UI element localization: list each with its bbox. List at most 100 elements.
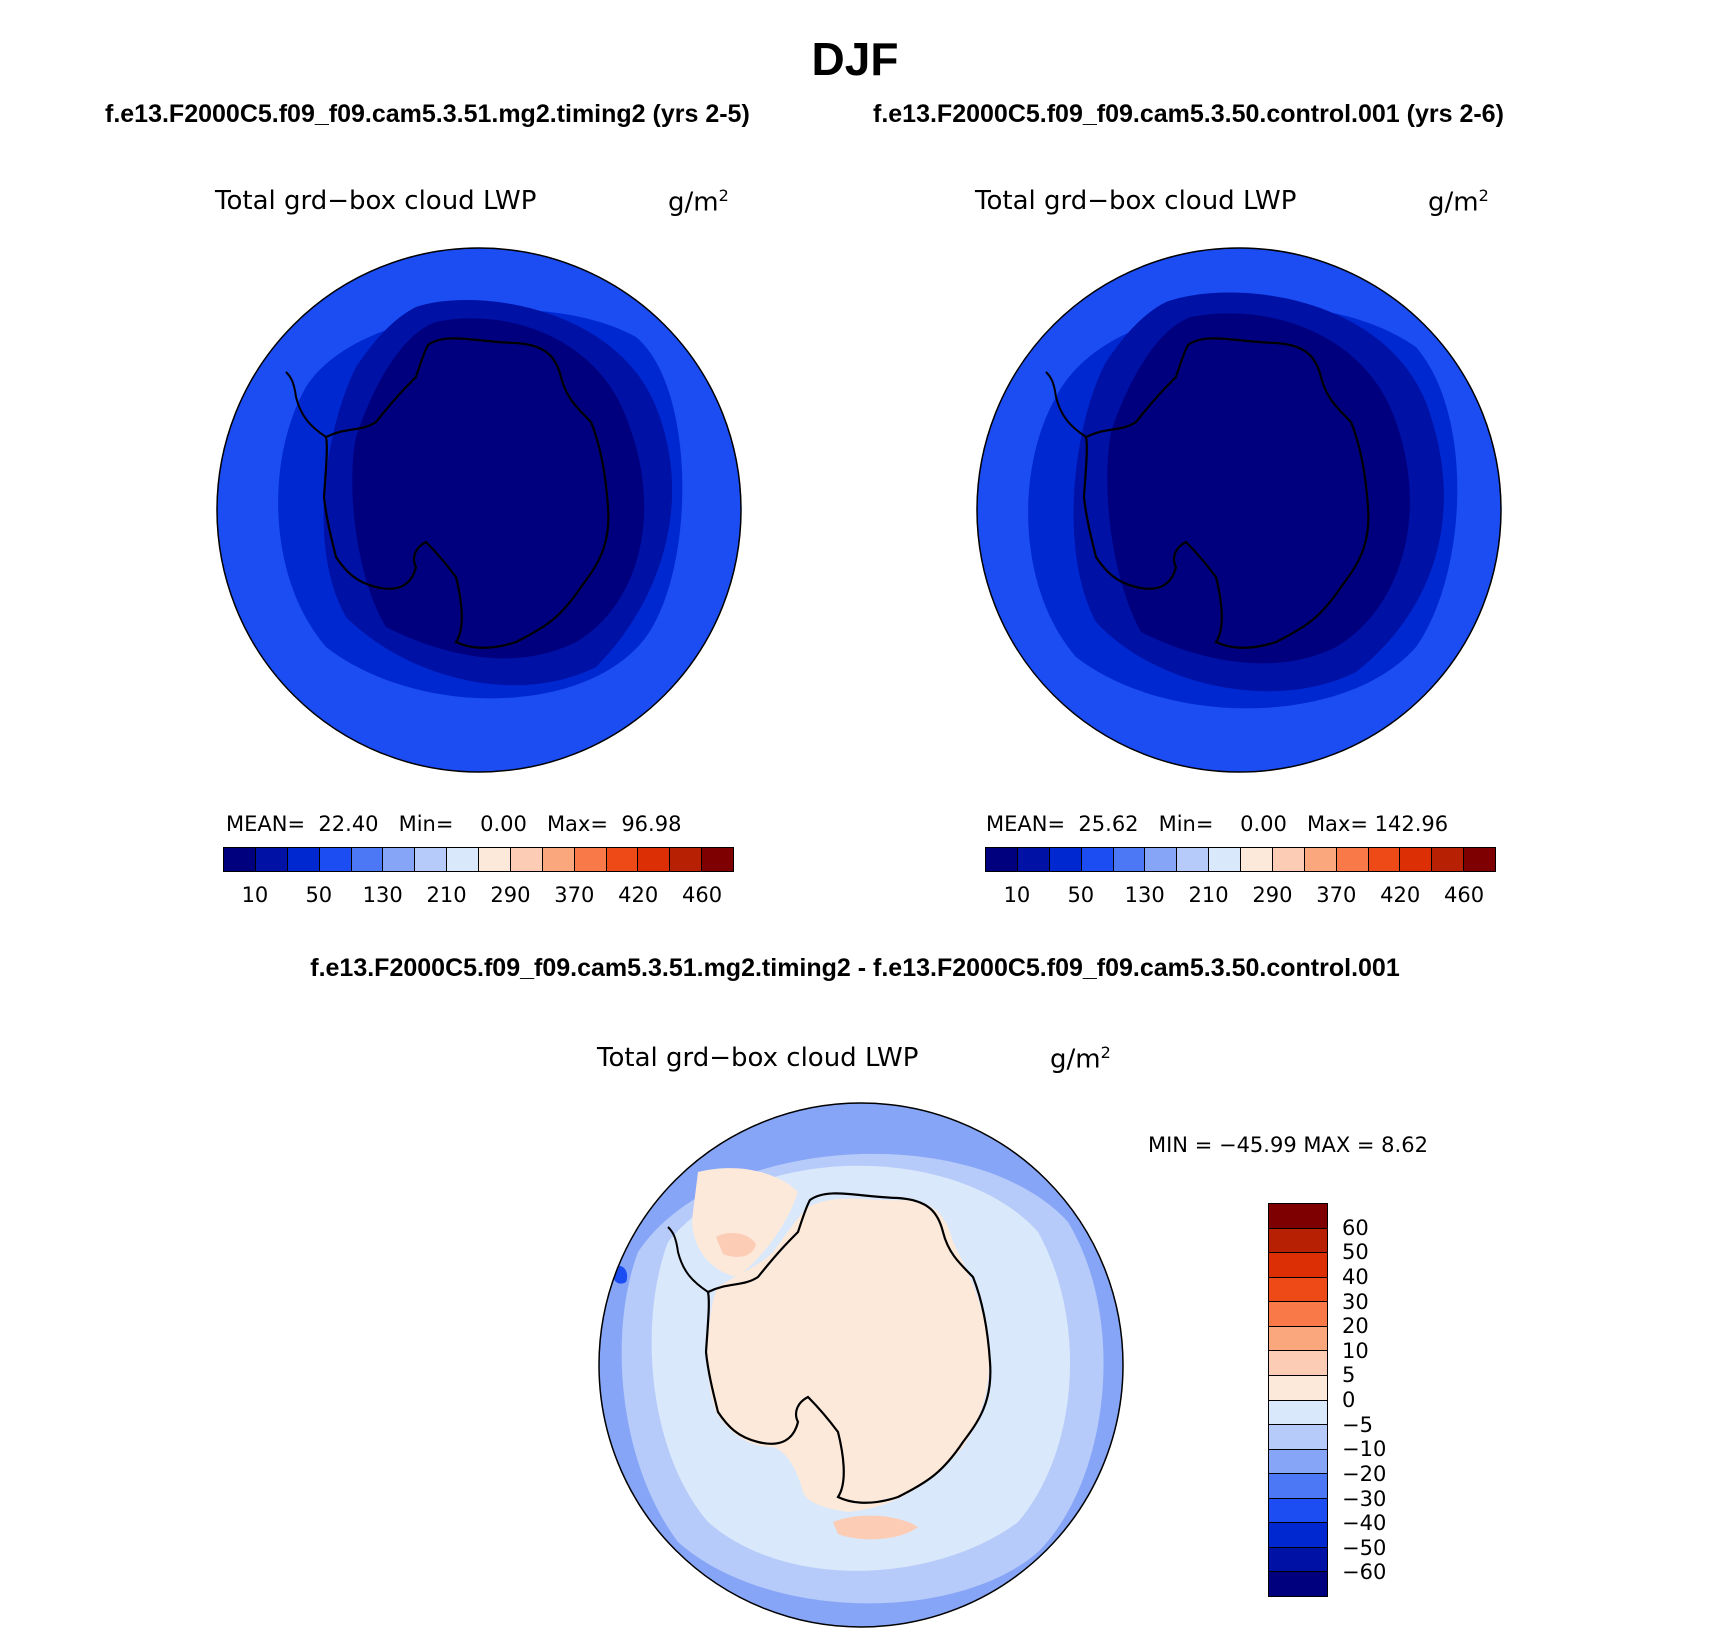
right-colorbar-swatch	[1304, 848, 1337, 871]
diff-colorbar-swatch	[1269, 1474, 1327, 1499]
left-variable-label: Total grd−box cloud LWP	[215, 186, 537, 216]
right-colorbar-swatch	[1081, 848, 1114, 871]
right-case-title: f.e13.F2000C5.f09_f09.cam5.3.50.control.…	[873, 100, 1504, 128]
left-colorbar-swatch	[542, 848, 575, 871]
left-colorbar-tick: 210	[426, 883, 467, 907]
left-colorbar-swatch	[319, 848, 352, 871]
diff-colorbar-tick: 60	[1342, 1215, 1369, 1240]
diff-colorbar-swatch	[1269, 1302, 1327, 1327]
left-stats: MEAN= 22.40 Min= 0.00 Max= 96.98	[226, 812, 682, 836]
left-colorbar-swatch	[479, 848, 511, 871]
left-colorbar-swatch	[383, 848, 416, 871]
left-colorbar-swatch	[351, 848, 384, 871]
right-colorbar-tick: 10	[1003, 883, 1031, 907]
left-colorbar-tick: 420	[618, 883, 659, 907]
diff-colorbar-swatch	[1269, 1523, 1327, 1548]
right-colorbar-swatch	[1368, 848, 1401, 871]
left-colorbar-swatch	[224, 848, 256, 871]
right-stats: MEAN= 25.62 Min= 0.00 Max= 142.96	[986, 812, 1449, 836]
left-colorbar-tick: 10	[241, 883, 269, 907]
right-units-label: g/m2	[1428, 186, 1489, 218]
right-colorbar-tick: 210	[1188, 883, 1229, 907]
right-colorbar-tick: 420	[1380, 883, 1421, 907]
left-colorbar-swatch	[287, 848, 320, 871]
diff-colorbar-swatch	[1269, 1375, 1327, 1401]
left-colorbar-swatch	[415, 848, 448, 871]
right-colorbar-swatch	[1241, 848, 1273, 871]
right-colorbar-swatch	[1145, 848, 1178, 871]
right-colorbar-swatch	[1017, 848, 1050, 871]
diff-positive-patch-2	[833, 1515, 918, 1540]
diff-colorbar-ticks: 60 50 40 30 20 10 5 0 −5 −10 −20 −30 −40 −50 −60	[1338, 1203, 1408, 1597]
right-colorbar-swatch	[1336, 848, 1369, 871]
diff-colorbar-tick: 20	[1342, 1314, 1369, 1339]
diff-colorbar	[1268, 1203, 1328, 1597]
diff-colorbar-swatch	[1269, 1547, 1327, 1573]
right-map-band-4	[1107, 313, 1410, 664]
diff-positive-patch-west	[692, 1168, 798, 1277]
diff-colorbar-swatch	[1269, 1425, 1327, 1450]
left-colorbar-swatch	[255, 848, 288, 871]
left-colorbar-tick: 50	[305, 883, 333, 907]
diff-colorbar-swatch	[1269, 1204, 1327, 1229]
right-colorbar-tick: 290	[1252, 883, 1293, 907]
left-colorbar-tick: 370	[554, 883, 595, 907]
diff-colorbar-tick: 0	[1342, 1388, 1356, 1412]
left-colorbar-swatch	[670, 848, 703, 871]
diff-peninsula-outline	[667, 1226, 709, 1293]
left-map-band-4	[352, 318, 645, 659]
diff-colorbar-swatch	[1269, 1400, 1327, 1426]
diff-colorbar-tick: −10	[1342, 1437, 1387, 1462]
diff-colorbar-swatch	[1269, 1498, 1327, 1524]
left-colorbar-swatch	[606, 848, 639, 871]
diff-colorbar-tick: 5	[1342, 1363, 1356, 1388]
left-colorbar-swatch	[447, 848, 479, 871]
right-colorbar-tick: 130	[1124, 883, 1165, 907]
diff-positive-patch-1	[716, 1232, 756, 1257]
diff-colorbar-tick: −20	[1342, 1461, 1387, 1486]
left-colorbar-swatch	[702, 848, 733, 871]
diff-colorbar-tick: −5	[1342, 1412, 1373, 1437]
diff-colorbar-swatch	[1269, 1449, 1327, 1475]
right-colorbar-swatch	[1209, 848, 1241, 871]
diff-colorbar-tick: −30	[1342, 1486, 1387, 1511]
right-colorbar	[985, 847, 1496, 872]
diff-colorbar-tick: 50	[1342, 1240, 1369, 1265]
diff-variable-label: Total grd−box cloud LWP	[597, 1043, 919, 1073]
diff-colorbar-tick: −40	[1342, 1511, 1387, 1536]
right-variable-label: Total grd−box cloud LWP	[975, 186, 1297, 216]
right-colorbar-swatch	[1432, 848, 1465, 871]
diff-units-label: g/m2	[1050, 1043, 1111, 1075]
diff-colorbar-swatch	[1269, 1228, 1327, 1254]
left-peninsula-outline	[285, 371, 327, 438]
left-colorbar	[223, 847, 734, 872]
right-colorbar-tick: 370	[1316, 883, 1357, 907]
diff-colorbar-swatch	[1269, 1351, 1327, 1376]
diff-polar-map	[598, 1102, 1124, 1628]
left-colorbar-tick: 290	[490, 883, 531, 907]
diff-colorbar-swatch	[1269, 1326, 1327, 1352]
left-colorbar-tick: 460	[682, 883, 723, 907]
diff-colorbar-tick: 40	[1342, 1264, 1369, 1289]
main-title: DJF	[811, 33, 899, 85]
left-colorbar-swatch	[574, 848, 607, 871]
diff-antarctica-fill	[707, 1198, 989, 1512]
right-map-border	[976, 247, 1502, 773]
left-map-border	[216, 247, 742, 773]
right-colorbar-ticks: 10 50 130 210 290 370 420 460	[985, 883, 1496, 913]
diff-minmax: MIN = −45.99 MAX = 8.62	[1148, 1133, 1428, 1157]
left-colorbar-swatch	[638, 848, 671, 871]
diff-colorbar-swatch	[1269, 1253, 1327, 1278]
left-colorbar-ticks: 10 50 130 210 290 370 420 460	[223, 883, 734, 913]
right-colorbar-swatch	[1113, 848, 1146, 871]
left-colorbar-tick: 130	[362, 883, 403, 907]
right-colorbar-swatch	[1400, 848, 1433, 871]
diff-colorbar-tick: −50	[1342, 1535, 1387, 1560]
right-colorbar-swatch	[1272, 848, 1305, 871]
right-colorbar-swatch	[1177, 848, 1210, 871]
right-colorbar-tick: 460	[1444, 883, 1485, 907]
right-peninsula-outline	[1045, 371, 1087, 438]
diff-case-title: f.e13.F2000C5.f09_f09.cam5.3.51.mg2.timi…	[310, 954, 1400, 982]
diff-colorbar-swatch	[1269, 1572, 1327, 1596]
left-case-title: f.e13.F2000C5.f09_f09.cam5.3.51.mg2.timi…	[105, 100, 750, 128]
